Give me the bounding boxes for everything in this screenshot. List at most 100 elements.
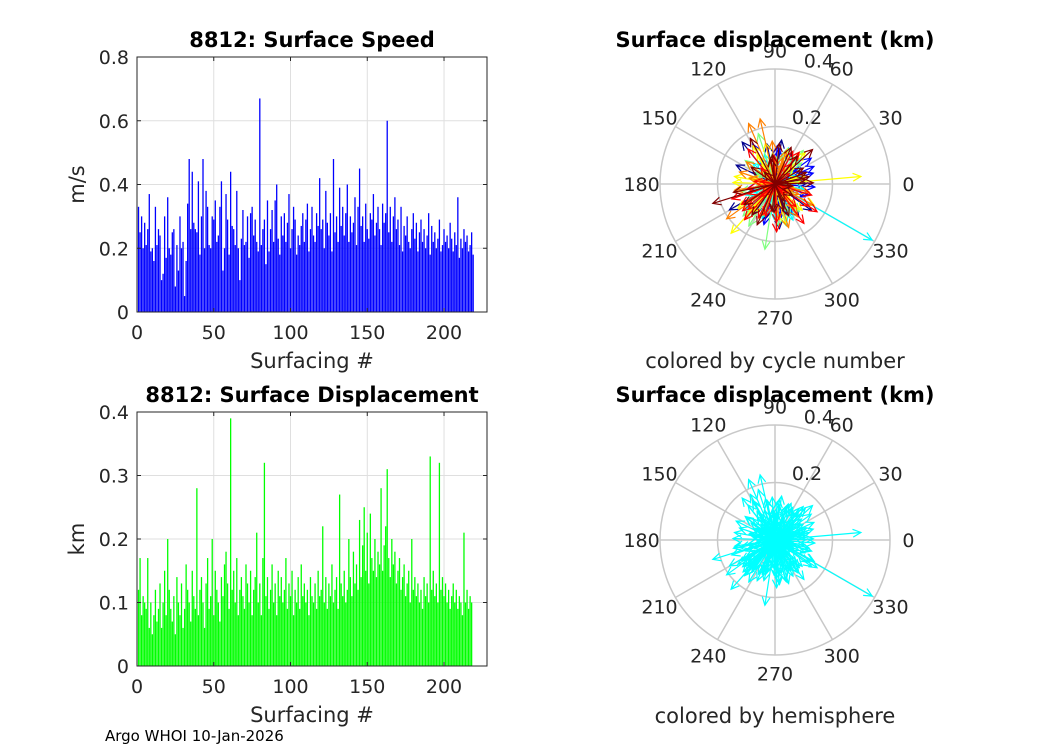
bar (391, 241, 393, 313)
bar (334, 232, 336, 312)
bar (398, 245, 401, 312)
vector-arrow (756, 183, 776, 225)
bar (394, 551, 396, 666)
bar (469, 245, 471, 312)
vector-arrow-head (749, 493, 758, 504)
bar (358, 168, 361, 312)
bar (246, 583, 249, 666)
bar (351, 232, 353, 312)
bar (472, 254, 474, 313)
bar (424, 596, 427, 666)
vector-arrow-head (756, 172, 767, 181)
bar (423, 229, 425, 313)
bar (140, 615, 143, 666)
bar (463, 532, 465, 666)
vector-arrow-head (733, 173, 744, 183)
bar (471, 602, 473, 666)
theta-tick-label: 60 (830, 415, 854, 437)
vector-arrow-head (782, 181, 793, 190)
bar (299, 245, 301, 312)
bar (309, 577, 312, 666)
bar (228, 608, 230, 666)
theta-tick-label: 0 (902, 174, 914, 196)
vector-arrow (774, 182, 814, 185)
bar (179, 216, 181, 313)
bar (377, 206, 379, 312)
bar (412, 213, 414, 312)
vector-arrow (774, 143, 780, 185)
bar (168, 248, 170, 312)
bar (385, 213, 387, 312)
vector-arrow-head (738, 170, 749, 179)
bar (180, 248, 183, 312)
vector-arrow-head (783, 187, 794, 197)
bar (292, 615, 295, 666)
bar (323, 602, 325, 666)
vector-arrow (774, 155, 798, 185)
bar (262, 229, 264, 313)
vector-arrow-head (777, 540, 789, 550)
bar (257, 251, 259, 312)
vector-arrow-head (790, 507, 801, 518)
bar (305, 219, 307, 312)
bar (308, 615, 310, 666)
vector-arrow-head (734, 520, 746, 529)
vector-arrow-head (804, 521, 816, 530)
bar (369, 213, 371, 312)
vector-arrow-head (761, 215, 771, 226)
vector-arrow-head (767, 512, 777, 523)
bar (223, 248, 226, 312)
vector-arrow-head (796, 176, 807, 185)
bar (345, 213, 347, 312)
bar (354, 583, 356, 666)
bar (386, 469, 388, 666)
vector-arrow-head (725, 210, 736, 220)
vector-arrow (774, 183, 792, 188)
vector-arrow-head (863, 232, 874, 241)
vector-arrow-head (761, 596, 771, 607)
bar (428, 602, 430, 666)
vector-arrow-head (788, 511, 799, 522)
bar (156, 245, 158, 312)
bar (328, 583, 330, 666)
vector-arrow-head (803, 504, 814, 515)
bar (236, 558, 238, 666)
bar (251, 206, 253, 312)
vector-arrow (774, 499, 780, 541)
bar (375, 577, 378, 666)
bar (223, 564, 226, 666)
bar (222, 270, 224, 312)
bar (179, 615, 181, 666)
bar (203, 627, 206, 666)
bar (216, 241, 218, 313)
bar (265, 264, 267, 312)
vector-arrow-head (730, 224, 740, 235)
bar (176, 245, 178, 312)
bar (291, 229, 293, 313)
vector-arrow-head (783, 502, 792, 513)
bar (288, 194, 290, 312)
bar (174, 634, 177, 666)
vector-arrow-head (733, 184, 744, 194)
bar (392, 564, 394, 666)
bar (385, 526, 387, 666)
bar (237, 248, 239, 312)
bar (438, 462, 441, 666)
bar (237, 615, 239, 666)
bar (213, 615, 215, 666)
bar (418, 232, 421, 312)
x-tick-label: 200 (426, 676, 462, 698)
vector-arrow (733, 539, 776, 549)
bar (280, 216, 282, 313)
bar (296, 254, 298, 313)
polar-title: Surface displacement (km) (615, 383, 934, 407)
vector-arrow-head (781, 562, 790, 574)
vector-arrow-head (763, 527, 773, 538)
bar (454, 602, 456, 666)
bar (240, 238, 243, 312)
vector-arrow-head (852, 528, 863, 538)
bar (182, 627, 184, 666)
bar (157, 229, 160, 313)
bar (375, 222, 378, 312)
bar (388, 232, 390, 312)
